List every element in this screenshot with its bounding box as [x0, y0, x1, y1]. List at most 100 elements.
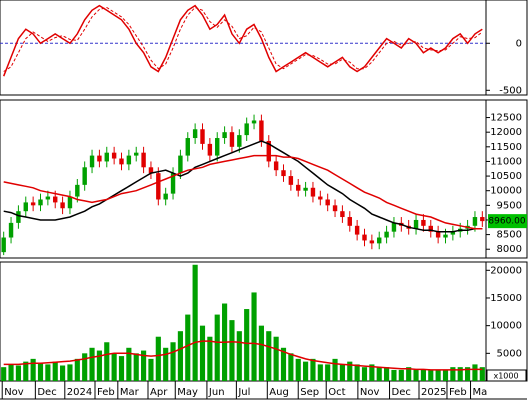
x-tick-label: Mar	[120, 387, 140, 398]
volume-bar	[8, 364, 14, 381]
volume-bar	[258, 325, 264, 381]
candle-body	[318, 196, 323, 200]
candle-body	[89, 155, 95, 168]
panel-frame	[0, 99, 528, 259]
volume-bar	[37, 363, 44, 381]
candle-body	[82, 167, 87, 185]
candle-body	[251, 120, 257, 124]
volume-bar	[244, 309, 250, 381]
candle-body	[428, 225, 433, 232]
y-tick-label: 11500	[490, 142, 522, 153]
volume-bar	[332, 358, 338, 381]
y-tick-label: 8000	[497, 244, 522, 255]
candle-body	[170, 173, 176, 194]
volume-bar	[465, 367, 471, 381]
volume-bar	[303, 361, 309, 381]
x-tick-label: Jul	[237, 387, 250, 398]
candle-body	[97, 155, 102, 162]
candle-body	[472, 217, 478, 226]
volume-bar	[185, 314, 191, 381]
candle-body	[354, 225, 360, 235]
volume-bar	[317, 364, 323, 381]
volume-bar	[479, 367, 485, 381]
y-tick-label: 0	[516, 38, 522, 49]
candle-body	[281, 170, 286, 177]
volume-bar	[148, 358, 154, 381]
volume-bar	[170, 342, 176, 381]
candle-body	[369, 240, 375, 244]
y-tick-label: 10500	[490, 171, 522, 182]
candle-body	[185, 138, 190, 156]
volume-bar	[428, 369, 434, 381]
volume-bar	[111, 353, 117, 381]
volume-bar	[207, 336, 213, 381]
volume-bar	[67, 364, 73, 381]
volume-bar	[273, 336, 279, 381]
candle-body	[273, 161, 279, 171]
volume-bar	[354, 364, 360, 381]
candle-body	[377, 237, 382, 244]
volume-bar	[163, 347, 169, 381]
volume-bar	[236, 331, 242, 381]
volume-bar	[288, 353, 294, 381]
candle-body	[207, 143, 213, 156]
volume-bar	[442, 369, 449, 381]
candle-body	[450, 231, 456, 235]
series-line	[3, 6, 483, 72]
candle-body	[192, 129, 198, 139]
volume-bar	[214, 314, 220, 381]
y-tick-label: 12000	[490, 127, 522, 138]
volume-bar	[82, 353, 88, 381]
candle-body	[156, 173, 161, 200]
candle-body	[362, 234, 367, 241]
candle-body	[53, 196, 58, 203]
volume-bar	[15, 365, 21, 381]
y-tick-label: -500	[499, 85, 522, 96]
candle-body	[340, 211, 345, 218]
unit-box	[486, 369, 527, 382]
last-price-label: 8960.00	[488, 217, 525, 227]
y-tick-label: 11000	[490, 156, 522, 167]
x-tick-label: Jun	[208, 387, 225, 398]
volume-bar	[192, 264, 198, 381]
candle-body	[60, 202, 65, 209]
candle-body	[325, 199, 330, 206]
x-tick-label: Feb	[449, 387, 467, 398]
candle-body	[200, 129, 205, 144]
volume-bar	[199, 325, 206, 381]
candle-body	[23, 202, 28, 212]
y-tick-label: 15000	[490, 293, 522, 304]
volume-bar	[45, 364, 51, 381]
volume-bar	[23, 361, 29, 381]
volume-bar	[384, 367, 390, 381]
candle-body	[215, 138, 220, 156]
candle-body	[310, 187, 316, 197]
candle-body	[413, 219, 419, 229]
volume-bar	[457, 367, 463, 381]
x-tick-label: Apr	[150, 387, 168, 398]
volume-bar	[280, 347, 287, 381]
candle-body	[347, 217, 352, 226]
candle-body	[237, 135, 242, 147]
candle-body	[266, 140, 271, 162]
volume-bar	[177, 331, 183, 381]
candle-body	[163, 193, 168, 200]
candle-body	[303, 187, 308, 191]
candle-body	[134, 152, 139, 156]
candle-body	[435, 231, 441, 238]
y-tick-label: 10000	[490, 321, 522, 332]
candle-body	[67, 196, 73, 209]
volume-bar	[141, 350, 147, 381]
volume-bar	[339, 364, 345, 381]
candle-body	[75, 184, 80, 197]
candle-body	[332, 205, 338, 212]
volume-bar	[413, 369, 419, 381]
y-tick-label: 10000	[490, 186, 522, 197]
x-tick-label: Dec	[392, 387, 411, 398]
volume-bar	[52, 361, 58, 381]
candle-body	[8, 222, 14, 238]
volume-bar	[229, 320, 235, 381]
candle-body	[391, 222, 397, 232]
